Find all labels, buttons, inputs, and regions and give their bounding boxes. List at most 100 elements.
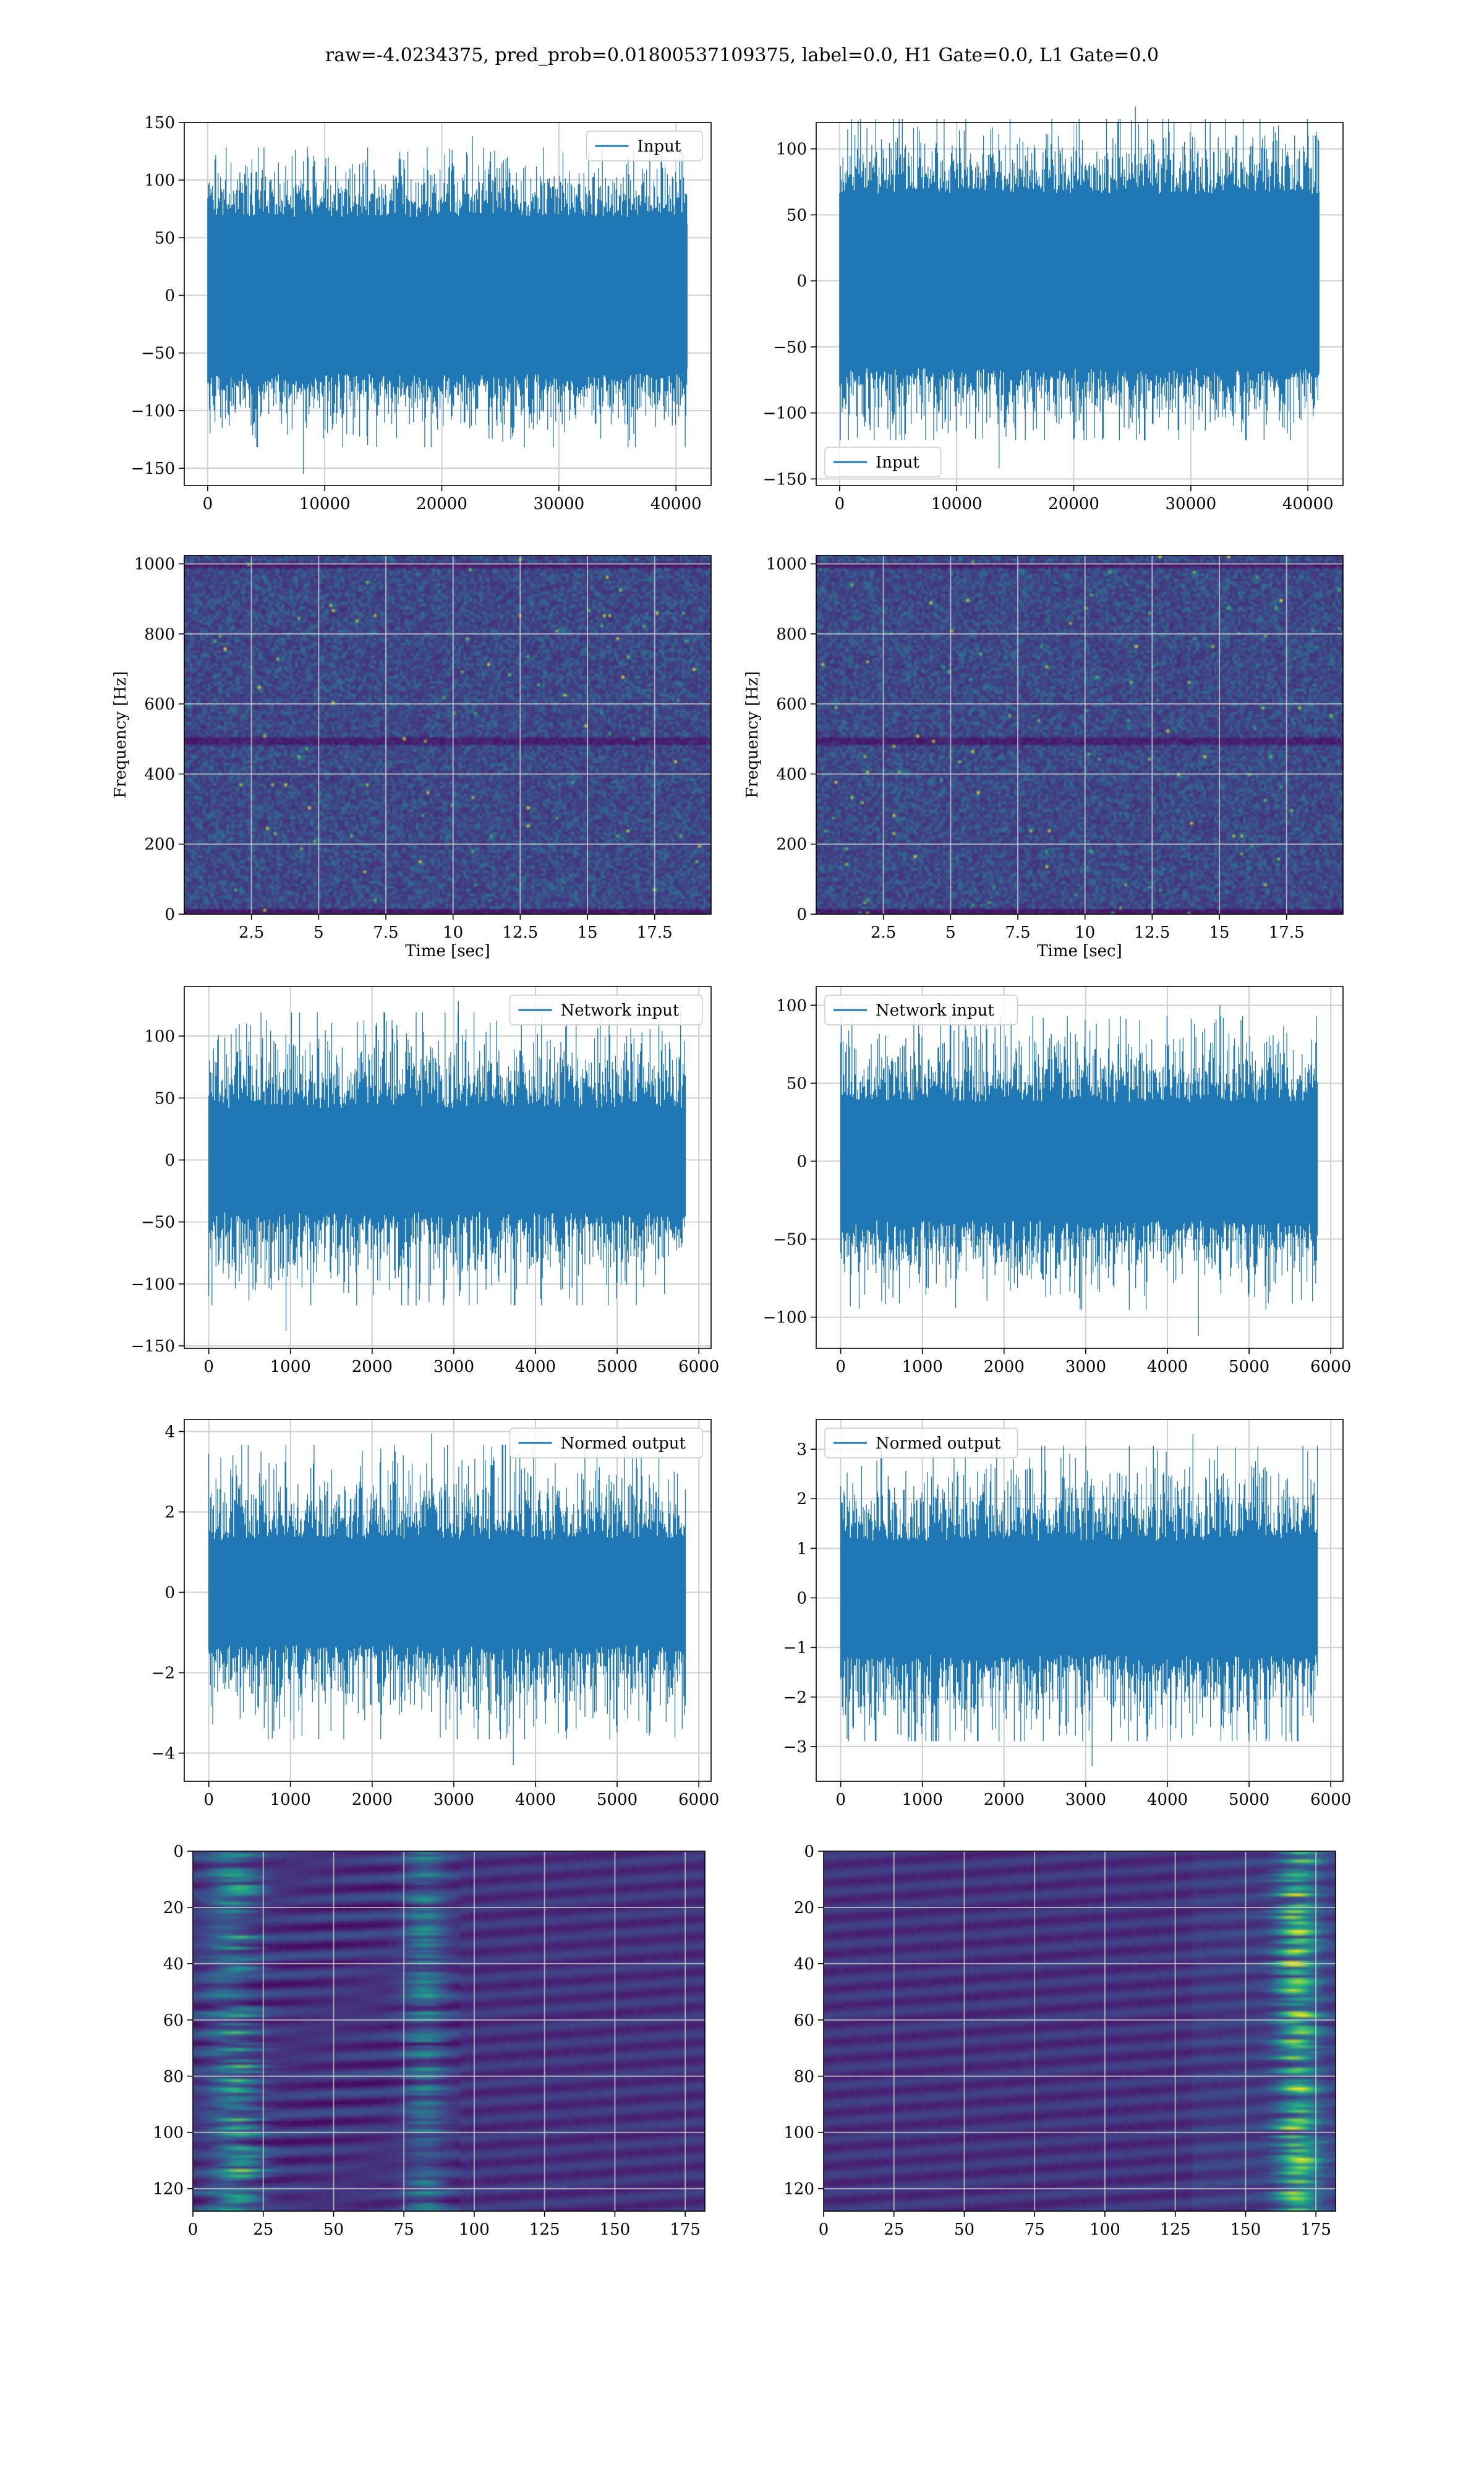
l1-normed-output-ytick-label: 0: [796, 1589, 807, 1607]
l1-spectrogram-xtick-label: 10: [1075, 923, 1095, 942]
l1-spectrogram-frame: [816, 555, 1344, 915]
l1-feature-map-ytick-label: 40: [794, 1955, 814, 1974]
l1-normed-output-series-spikes: [840, 1434, 1318, 1766]
h1-input-xtick-label: 0: [203, 495, 213, 513]
h1-normed-output-ytick-label: 4: [164, 1423, 175, 1442]
h1-input-ytick-label: 100: [144, 171, 175, 190]
l1-spectrogram-ytick-label: 600: [776, 695, 807, 714]
l1-normed-output-axes: 0 1000 2000 3000 4000 5000 6000 −3 −2 −1 0 1 2 3 Norme…: [783, 1419, 1351, 1809]
h1-spectrogram-ytick-label: 600: [144, 695, 175, 714]
h1-feature-map-ytick-label: 80: [163, 2068, 184, 2086]
l1-spectrogram-ylabel: Frequency [Hz]: [743, 671, 762, 798]
l1-feature-map-xtick-label: 175: [1300, 2220, 1331, 2239]
h1-feature-map-xtick-label: 175: [670, 2220, 701, 2239]
l1-feature-map-xtick-label: 125: [1160, 2220, 1191, 2239]
l1-spectrogram-xtick-label: 2.5: [871, 923, 896, 942]
h1-normed-output-xtick-label: 2000: [352, 1791, 393, 1809]
h1-spectrogram-heatmap-image: [184, 555, 711, 914]
l1-feature-map-xtick-label: 25: [884, 2220, 904, 2239]
l1-network-input-xtick-label: 0: [835, 1358, 846, 1376]
h1-normed-output-ytick-label: 2: [164, 1504, 175, 1522]
h1-normed-output-xtick-label: 0: [203, 1791, 214, 1809]
l1-network-input-xtick-label: 5000: [1229, 1358, 1269, 1376]
l1-spectrogram-ytick-label: 0: [796, 905, 807, 924]
l1-network-input-ytick-label: −100: [763, 1309, 807, 1327]
h1-input-ytick-label: −50: [141, 345, 175, 363]
h1-feature-map-xtick-label: 150: [600, 2220, 631, 2239]
l1-feature-map-xtick-label: 0: [819, 2220, 829, 2239]
h1-normed-output-series-spikes: [208, 1433, 686, 1765]
h1-normed-output-xtick-label: 3000: [433, 1791, 474, 1809]
h1-network-input-xtick-label: 6000: [678, 1358, 719, 1376]
l1-feature-map-heatmap-image: [824, 1851, 1336, 2211]
h1-feature-map-ytick-label: 40: [163, 1955, 184, 1974]
h1-network-input-series-spikes: [208, 1001, 686, 1331]
l1-input-xtick-label: 20000: [1048, 495, 1099, 513]
l1-input-xtick-label: 40000: [1282, 495, 1334, 513]
h1-normed-output-ytick-label: −4: [151, 1745, 175, 1763]
l1-normed-output-xtick-label: 4000: [1147, 1791, 1188, 1809]
h1-input-ytick-label: 150: [144, 114, 175, 132]
h1-feature-map-ytick-label: 120: [153, 2180, 184, 2199]
l1-network-input-ytick-label: −50: [773, 1230, 807, 1249]
l1-spectrogram-xlabel: Time [sec]: [1037, 942, 1122, 961]
l1-feature-map-ytick-label: 100: [783, 2124, 814, 2142]
l1-normed-output-xtick-label: 5000: [1229, 1791, 1269, 1809]
l1-network-input-ytick-label: 100: [776, 996, 807, 1015]
h1-network-input-frame: [184, 986, 712, 1349]
h1-network-input-axes: 0 1000 2000 3000 4000 5000 6000 −150 −100 −50 0 50 1…: [131, 986, 719, 1376]
h1-spectrogram-xtick-label: 15: [577, 923, 597, 942]
h1-input-xtick-label: 10000: [299, 495, 351, 513]
h1-input-ytick-label: 50: [155, 229, 175, 247]
h1-feature-map-ytick-label: 0: [173, 1843, 184, 1861]
h1-spectrogram-xtick-label: 12.5: [502, 923, 538, 942]
h1-feature-map-xtick-label: 125: [529, 2220, 560, 2239]
l1-spectrogram-xtick-label: 5: [945, 923, 956, 942]
h1-normed-output-ytick-label: 0: [164, 1584, 175, 1603]
l1-network-input-axes: 0 1000 2000 3000 4000 5000 6000 −100 −50 0 50 100 Ne…: [763, 986, 1351, 1376]
h1-feature-map-xtick-label: 75: [394, 2220, 414, 2239]
h1-feature-map-axes: 0 25 50 75 100 125 150 175 0 20 40 60 80 100 120: [153, 1843, 706, 2239]
h1-spectrogram-ytick-label: 0: [164, 905, 175, 924]
l1-network-input-xtick-label: 1000: [902, 1358, 943, 1376]
h1-spectrogram-ytick-label: 1000: [134, 555, 175, 574]
h1-spectrogram-xlabel: Time [sec]: [405, 942, 490, 961]
h1-normed-output-ytick-label: −2: [151, 1664, 175, 1683]
l1-input-legend-box: [824, 447, 942, 477]
h1-network-input-legend-label: Network input: [561, 1001, 680, 1020]
l1-spectrogram-xtick-label: 17.5: [1269, 923, 1305, 942]
figure-title: raw=-4.0234375, pred_prob=0.018005371093…: [325, 45, 1159, 66]
h1-normed-output-xtick-label: 5000: [597, 1791, 638, 1809]
h1-normed-output-xtick-label: 6000: [678, 1791, 719, 1809]
l1-normed-output-ytick-label: −3: [783, 1738, 807, 1757]
h1-network-input-xtick-label: 2000: [352, 1358, 393, 1376]
h1-network-input-legend: Network input: [509, 995, 703, 1025]
l1-normed-output-ytick-label: 3: [796, 1440, 807, 1459]
l1-spectrogram-ytick-label: 800: [776, 625, 807, 644]
l1-input-xtick-label: 30000: [1166, 495, 1217, 513]
l1-feature-map-axes: 0 25 50 75 100 125 150 175 0 20 40 60 80 100 120: [783, 1843, 1336, 2239]
h1-normed-output-legend: Normed output: [509, 1427, 703, 1458]
l1-network-input-ytick-label: 0: [796, 1152, 807, 1171]
h1-normed-output-xtick-label: 1000: [270, 1791, 311, 1809]
h1-feature-map-xtick-label: 100: [459, 2220, 490, 2239]
l1-feature-map-ytick-label: 80: [794, 2068, 814, 2086]
l1-input-ytick-label: −50: [773, 338, 807, 357]
l1-normed-output-legend: Normed output: [824, 1427, 1018, 1458]
l1-network-input-xtick-label: 4000: [1147, 1358, 1188, 1376]
l1-network-input-frame: [816, 986, 1344, 1349]
h1-network-input-ytick-label: −150: [131, 1337, 175, 1356]
h1-feature-map-frame: [192, 1851, 706, 2212]
h1-network-input-xtick-label: 4000: [515, 1358, 556, 1376]
l1-spectrogram-axes: 2.5 5 7.5 10 12.5 15 17.5 0 200 400 600 800 1000 Time…: [743, 555, 1344, 961]
h1-spectrogram-ylabel: Frequency [Hz]: [111, 671, 130, 798]
h1-spectrogram-xtick-label: 7.5: [373, 923, 398, 942]
l1-network-input-series-spikes: [840, 1005, 1318, 1336]
l1-input-frame: [816, 122, 1344, 486]
l1-input-ytick-label: −100: [763, 404, 807, 423]
l1-feature-map-xtick-label: 150: [1230, 2220, 1261, 2239]
h1-input-ytick-label: 0: [164, 287, 175, 306]
h1-network-input-ytick-label: 0: [164, 1151, 175, 1170]
h1-network-input-ytick-label: −100: [131, 1275, 175, 1294]
